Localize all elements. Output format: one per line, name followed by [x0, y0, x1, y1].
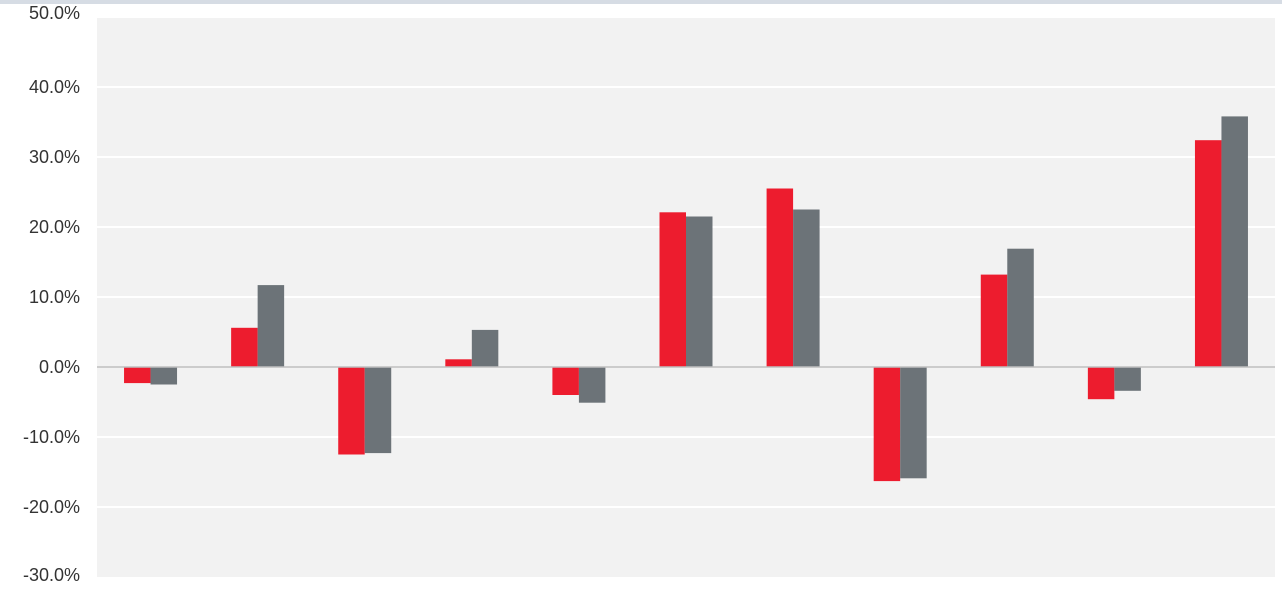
bars — [124, 116, 1248, 482]
bar-series-1 — [659, 212, 686, 367]
bar-series-2 — [1007, 248, 1034, 367]
bar-series-1 — [1087, 367, 1115, 400]
bar-series-2 — [1221, 116, 1248, 368]
y-tick-label: -10.0% — [23, 427, 80, 447]
y-tick-label: 0.0% — [39, 357, 80, 377]
bar-series-1 — [980, 274, 1008, 367]
bar-series-1 — [231, 327, 258, 367]
bar-series-1 — [1194, 140, 1222, 367]
bar-series-2 — [686, 216, 713, 367]
y-axis-tick-labels: 50.0% 40.0% 30.0% 20.0% 10.0% 0.0% -10.0% -20.0… — [23, 3, 80, 585]
bar-series-1 — [338, 367, 365, 455]
bar-series-2 — [578, 367, 606, 403]
bar-series-2 — [900, 367, 927, 479]
bar-series-1 — [873, 367, 901, 482]
y-tick-label: -30.0% — [23, 565, 80, 585]
bar-series-2 — [1114, 367, 1141, 391]
bar-series-1 — [124, 367, 151, 384]
bar-series-2 — [793, 209, 820, 367]
y-tick-label: 20.0% — [29, 217, 80, 237]
y-tick-label: 30.0% — [29, 147, 80, 167]
top-border — [0, 0, 1282, 4]
bar-series-2 — [471, 329, 499, 367]
bar-series-1 — [552, 367, 579, 395]
y-tick-label: 50.0% — [29, 3, 80, 23]
bar-series-1 — [445, 359, 472, 367]
gridlines — [97, 16, 1275, 508]
y-tick-label: 10.0% — [29, 287, 80, 307]
bar-series-2 — [257, 285, 285, 367]
y-tick-label: 40.0% — [29, 77, 80, 97]
y-tick-label: -20.0% — [23, 497, 80, 517]
bar-series-2 — [364, 367, 392, 454]
bar-series-1 — [766, 188, 794, 367]
bar-series-2 — [150, 367, 178, 385]
